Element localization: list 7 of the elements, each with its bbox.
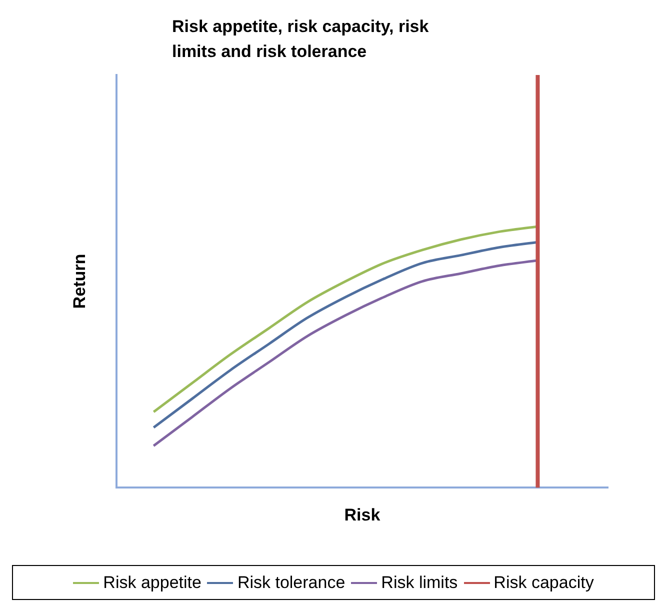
text: Risk capacity — [494, 572, 594, 592]
legend-label: Risk limits — [381, 572, 458, 592]
legend-label: Risk appetite — [103, 572, 202, 592]
chart-title: Risk appetite, risk capacity, risk limits and risk tolerance — [172, 16, 430, 63]
legend-label: Risk tolerance — [237, 572, 346, 592]
y-axis-title: Return — [70, 254, 89, 309]
x-axis-title: Risk — [344, 505, 381, 524]
